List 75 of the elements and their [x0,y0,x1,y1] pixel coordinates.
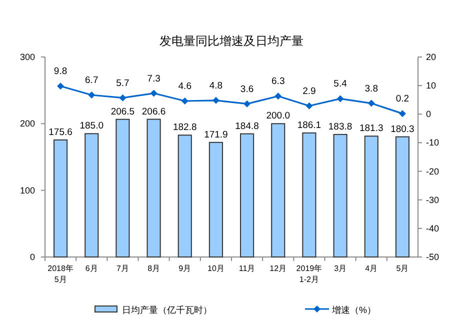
data-label: 5.4 [334,78,347,90]
y2-tick-label: -30 [426,194,440,205]
bar [84,133,99,258]
data-label: 2.9 [302,86,316,97]
x-tick-label: 8月 [148,264,160,273]
y-tick-label: 300 [20,52,35,62]
bar [333,134,348,258]
bar [395,136,410,258]
bar [146,118,161,258]
data-label: 5.7 [116,78,130,89]
data-label: 3.8 [364,83,378,94]
point [274,92,282,100]
y2-tick-label: -10 [426,138,440,148]
point [244,100,251,108]
data-label: 206.6 [142,106,166,118]
legend-label: 增速（%） [331,305,376,315]
y-tick-label: 0 [30,252,35,262]
x-tick-label: 3月 [334,264,347,273]
data-label: 6.7 [85,75,98,86]
x-tick-label: 4月 [365,264,378,273]
y2-tick-label: 10 [426,80,436,91]
point [150,90,158,97]
bar [178,134,192,258]
bar [240,133,254,258]
bar [116,118,130,258]
point [398,110,406,118]
bar [364,136,378,258]
data-label: 6.3 [272,76,285,88]
y2-tick-label: 0 [426,109,432,120]
data-label: 182.8 [172,122,197,134]
x-tick-label: 12月 [270,264,287,273]
y2-tick-label: 20 [426,52,436,62]
data-label: 180.3 [390,124,414,135]
data-label: 181.3 [359,123,384,134]
data-label: 171.9 [204,129,228,140]
x-tick-label: 10月 [208,264,224,273]
point [336,95,344,102]
point [181,98,188,104]
chart-title: 发电量同比增速及日均产量 [160,34,304,48]
point [212,96,220,104]
x-tick-label: 7月 [116,264,129,273]
x-tick-label: 2018年 5月 [48,264,74,284]
data-label: 0.2 [396,94,410,105]
x-tick-label: 6月 [85,264,98,273]
x-tick-label: 5月 [396,264,409,273]
data-label: 200.0 [266,110,290,122]
data-label: 206.5 [110,106,135,118]
legend-label: 日均产量（亿千瓦时） [122,305,212,315]
point [119,94,126,102]
data-label: 184.8 [235,120,259,132]
data-label: 183.8 [328,121,352,132]
y-tick-label: 200 [20,118,35,129]
bar [302,132,316,258]
point [57,82,64,90]
point [368,100,375,107]
data-label: 9.8 [54,66,68,78]
bar [271,123,286,258]
point [306,102,313,110]
x-tick-label: 11月 [238,264,256,273]
data-label: 7.3 [147,73,160,84]
y2-tick-label: -40 [426,223,440,234]
y-tick-label: 100 [20,185,35,196]
data-label: 186.1 [297,120,322,131]
data-label: 3.6 [240,84,254,95]
bar [208,142,223,258]
y2-tick-label: -50 [426,252,440,262]
data-label: 185.0 [80,120,104,132]
data-label: 175.6 [48,126,72,138]
point [88,92,96,98]
data-label: 4.6 [178,81,192,92]
bar [54,139,68,258]
y2-tick-label: -20 [426,166,440,176]
data-label: 4.8 [209,80,223,92]
x-tick-label: 9月 [178,264,192,273]
x-tick-label: 2019年 1-2月 [296,264,322,284]
